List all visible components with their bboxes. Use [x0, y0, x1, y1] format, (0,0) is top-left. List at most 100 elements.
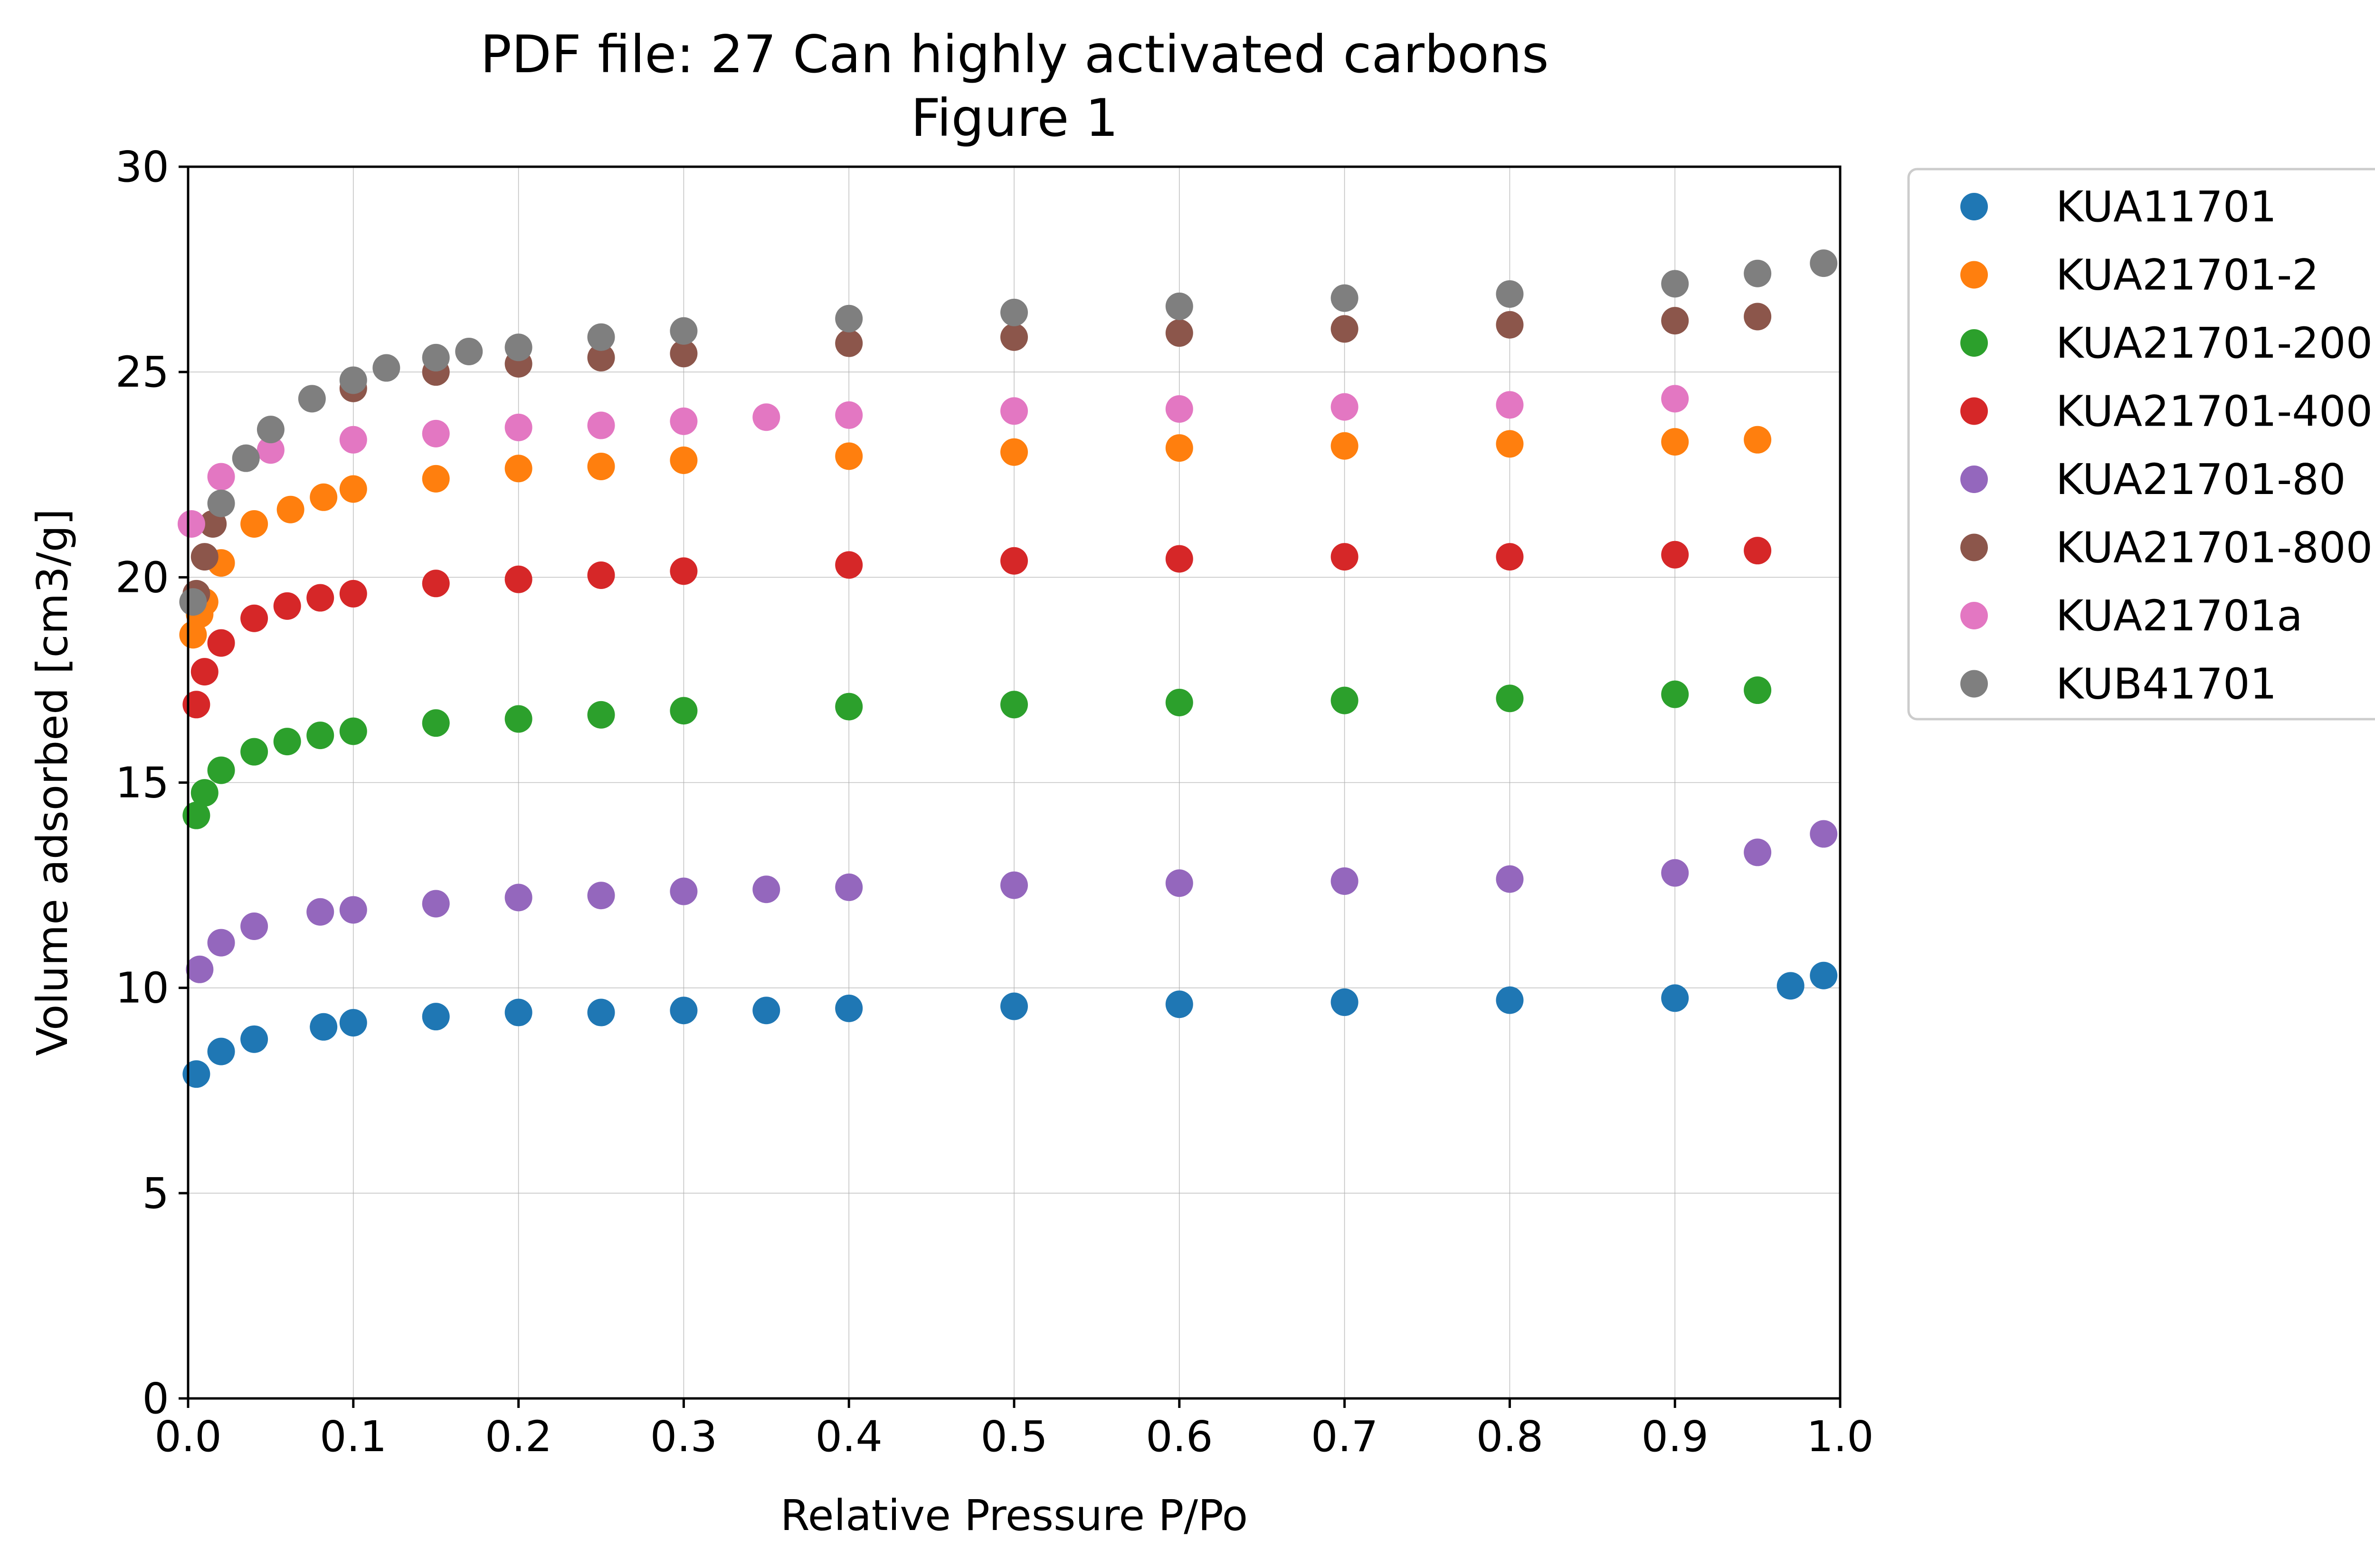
x-tick-label: 0.3	[650, 1412, 718, 1461]
data-point	[190, 779, 218, 807]
data-point	[339, 475, 367, 503]
data-point	[1000, 323, 1028, 351]
data-point	[670, 697, 698, 725]
data-point	[422, 419, 450, 447]
series-KUA21701-2	[179, 426, 1772, 649]
data-point	[1330, 393, 1358, 421]
data-point	[1810, 249, 1838, 277]
legend-marker	[1960, 533, 1988, 561]
data-point	[298, 385, 326, 413]
data-point	[276, 495, 304, 523]
data-point	[1744, 676, 1772, 704]
data-point	[504, 565, 532, 593]
data-point	[455, 337, 483, 365]
x-tick-label: 0.1	[320, 1412, 387, 1461]
data-point	[240, 510, 268, 538]
data-point	[422, 343, 450, 371]
data-point	[1000, 871, 1028, 899]
data-point	[422, 465, 450, 493]
data-points	[177, 249, 1838, 1088]
data-point	[504, 884, 532, 912]
x-tick-label: 0.4	[815, 1412, 883, 1461]
data-point	[835, 551, 863, 579]
data-point	[1330, 315, 1358, 343]
data-point	[670, 407, 698, 435]
data-point	[339, 580, 367, 608]
x-tick-label: 0.8	[1476, 1412, 1544, 1461]
y-tick-label: 15	[115, 758, 169, 808]
data-point	[207, 489, 235, 517]
data-point	[587, 701, 615, 729]
data-point	[835, 994, 863, 1022]
data-point	[1165, 292, 1193, 320]
data-point	[177, 510, 205, 538]
data-point	[504, 333, 532, 361]
legend-marker	[1960, 193, 1988, 220]
chart-subtitle: Figure 1	[911, 88, 1119, 148]
data-point	[240, 738, 268, 766]
data-point	[504, 413, 532, 441]
data-point	[190, 543, 218, 571]
data-point	[1330, 432, 1358, 460]
data-point	[1000, 992, 1028, 1020]
data-point	[752, 403, 780, 431]
data-point	[306, 898, 334, 926]
legend-label: KUA11701	[2056, 182, 2277, 231]
chart-title: PDF file: 27 Can highly activated carbon…	[480, 24, 1548, 85]
data-point	[1661, 541, 1689, 569]
legend-label: KUA21701-2	[2056, 250, 2319, 300]
data-point	[1661, 307, 1689, 335]
data-point	[240, 604, 268, 632]
data-point	[670, 877, 698, 905]
series-KUA21701-200	[182, 676, 1772, 829]
data-point	[1744, 303, 1772, 331]
data-point	[752, 997, 780, 1025]
data-point	[670, 317, 698, 345]
data-point	[306, 722, 334, 750]
data-point	[422, 709, 450, 737]
data-point	[1661, 859, 1689, 887]
data-point	[207, 629, 235, 657]
data-point	[232, 444, 260, 472]
data-point	[1000, 691, 1028, 719]
data-point	[1330, 686, 1358, 714]
data-point	[670, 997, 698, 1025]
y-tick-label: 10	[115, 963, 169, 1013]
legend-marker	[1960, 261, 1988, 289]
data-point	[256, 416, 285, 444]
data-point	[1000, 438, 1028, 466]
series-KUA21701-400	[182, 537, 1772, 719]
y-tick-label: 5	[142, 1169, 169, 1218]
series-KUB41701	[179, 249, 1838, 616]
data-point	[835, 401, 863, 429]
legend-label: KUA21701-800	[2056, 523, 2373, 572]
legend-marker	[1960, 602, 1988, 629]
data-point	[1000, 298, 1028, 326]
data-point	[1496, 684, 1524, 713]
x-tick-label: 0.0	[154, 1412, 222, 1461]
data-point	[207, 756, 235, 784]
data-point	[310, 483, 338, 511]
data-point	[1330, 543, 1358, 571]
data-point	[835, 442, 863, 470]
data-point	[587, 343, 615, 371]
data-point	[504, 455, 532, 483]
data-point	[1496, 986, 1524, 1014]
data-point	[1165, 990, 1193, 1018]
data-point	[1330, 284, 1358, 312]
data-point	[182, 801, 210, 829]
data-point	[670, 446, 698, 474]
data-point	[587, 561, 615, 589]
data-point	[207, 463, 235, 491]
x-tick-label: 0.7	[1311, 1412, 1378, 1461]
y-axis-label: Volume adsorbed [cm3/g]	[28, 509, 77, 1056]
data-point	[339, 366, 367, 394]
data-point	[1661, 385, 1689, 413]
data-point	[504, 998, 532, 1026]
y-tick-label: 25	[115, 347, 169, 397]
legend-label: KUA21701-80	[2056, 455, 2346, 504]
data-point	[1744, 838, 1772, 866]
series-KUA21701a	[177, 385, 1689, 538]
data-point	[273, 728, 301, 756]
